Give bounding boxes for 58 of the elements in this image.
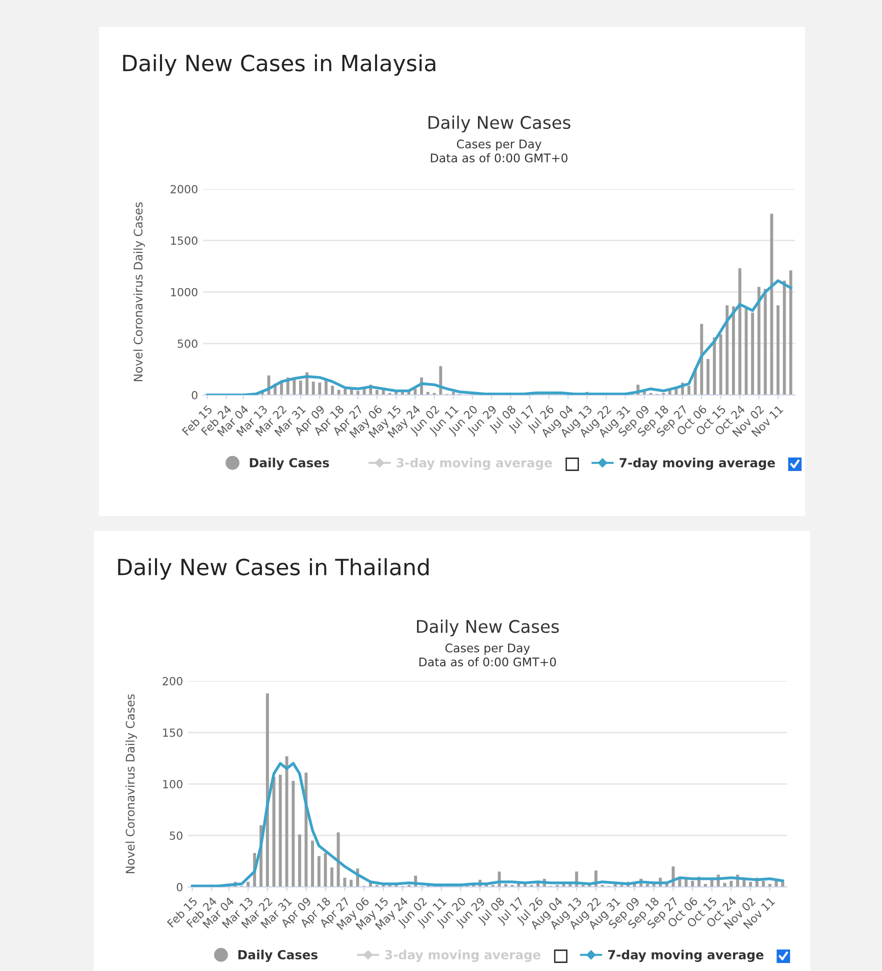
bar bbox=[782, 280, 786, 395]
legend-label: Daily Cases bbox=[250, 458, 329, 470]
text: Data as of 0:00 GMT+0 bbox=[419, 657, 556, 666]
bar bbox=[504, 884, 508, 887]
bar bbox=[324, 853, 327, 887]
chart-subtitle: Daily New Cases bbox=[417, 620, 559, 636]
y-tick-label: 1500 bbox=[171, 236, 198, 245]
bar bbox=[330, 867, 334, 887]
bar bbox=[285, 756, 288, 887]
bar bbox=[706, 358, 710, 395]
y-tick-label: 50 bbox=[170, 831, 182, 840]
bar bbox=[292, 780, 295, 887]
bar bbox=[726, 305, 729, 395]
bar bbox=[336, 832, 340, 887]
y-axis-title: Novel Coronavirus Daily Cases bbox=[133, 202, 145, 382]
legend-label: 7-day moving average bbox=[620, 458, 775, 470]
bar bbox=[719, 334, 722, 395]
bar bbox=[318, 382, 322, 395]
y-tick-label: 500 bbox=[178, 339, 198, 348]
bar bbox=[776, 305, 780, 395]
text: Cases per Day bbox=[445, 643, 530, 655]
bar bbox=[700, 324, 704, 395]
text: Data as of 0:00 GMT+0 bbox=[430, 153, 568, 162]
bar bbox=[278, 774, 282, 887]
bar bbox=[330, 386, 334, 395]
legend-label: 7-day moving average bbox=[608, 950, 764, 962]
y-tick-label: 1000 bbox=[171, 288, 198, 296]
legend-label: Daily Cases bbox=[238, 950, 318, 962]
bar bbox=[770, 214, 774, 395]
bar bbox=[317, 856, 320, 887]
bar bbox=[744, 308, 748, 395]
bar bbox=[299, 380, 302, 395]
bar bbox=[757, 286, 760, 395]
chart-subtitle: Daily New Cases bbox=[428, 116, 570, 132]
bar bbox=[272, 776, 276, 887]
y-tick-label: 0 bbox=[192, 390, 198, 400]
bar bbox=[266, 693, 269, 887]
bar bbox=[298, 834, 302, 887]
y-tick-label: 150 bbox=[163, 728, 182, 737]
y-tick-label: 2000 bbox=[170, 184, 198, 194]
text: Cases per Day bbox=[456, 139, 542, 151]
bar bbox=[280, 382, 283, 395]
bar bbox=[751, 312, 754, 395]
y-tick-label: 200 bbox=[162, 676, 182, 686]
bar bbox=[732, 306, 735, 395]
bar bbox=[343, 878, 346, 887]
chart-title: Daily New Cases in Malaysia bbox=[123, 54, 436, 76]
y-axis-title: Novel Coronavirus Daily Cases bbox=[126, 694, 137, 874]
bar bbox=[687, 386, 690, 395]
bar bbox=[712, 337, 716, 395]
bar bbox=[311, 840, 314, 887]
bar bbox=[350, 880, 353, 887]
bar bbox=[764, 288, 767, 395]
chart-title: Daily New Cases in Thailand bbox=[118, 558, 429, 580]
bar bbox=[738, 268, 742, 395]
y-tick-label: 100 bbox=[163, 780, 182, 788]
bar bbox=[312, 382, 315, 395]
y-tick-label: 0 bbox=[176, 882, 182, 892]
